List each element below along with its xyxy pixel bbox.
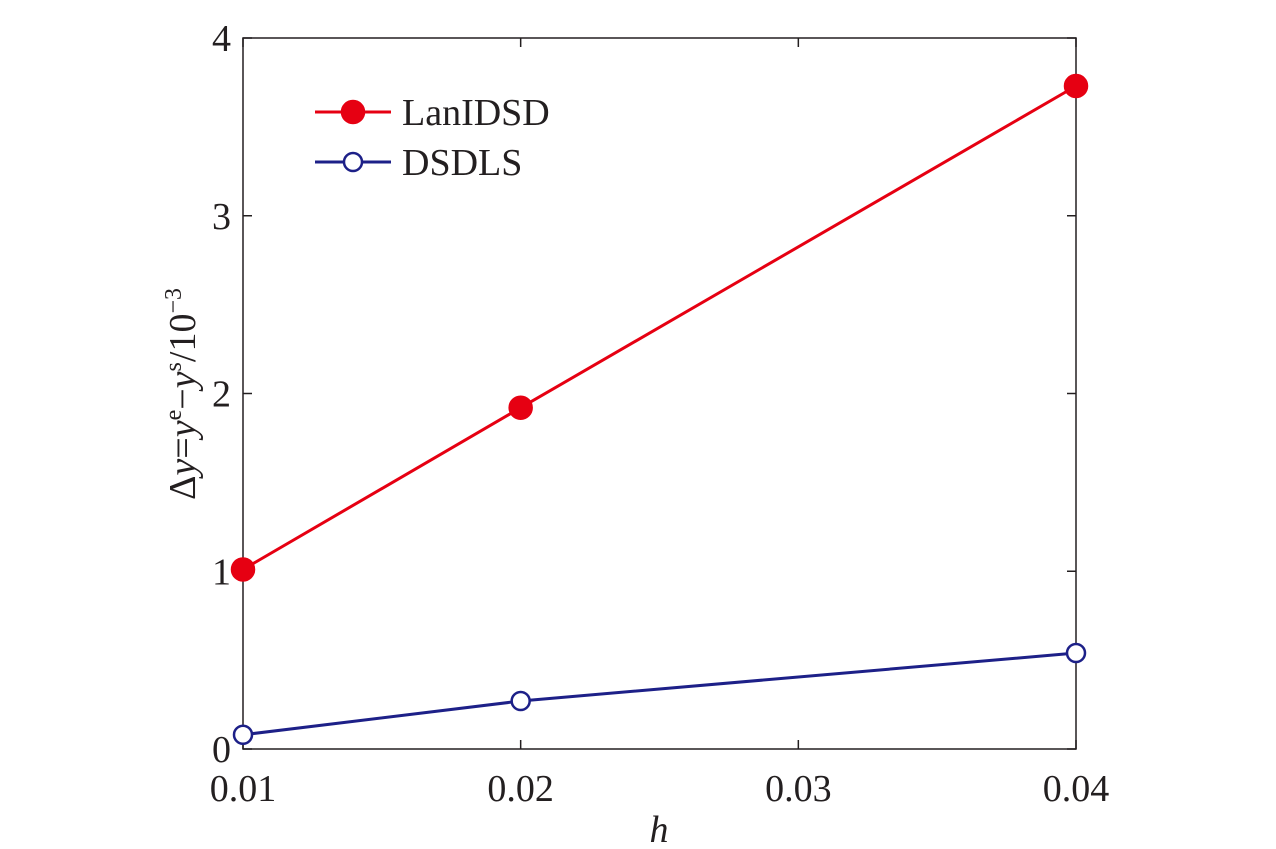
y-tick-label: 0: [212, 729, 231, 771]
y-title-eq: =: [162, 437, 204, 458]
x-tick-labels: 0.01 0.02 0.03 0.04: [210, 768, 1110, 810]
x-tick-label: 0.02: [487, 768, 554, 810]
svg-text:Δy=ye−ys/10−3: Δy=ye−ys/10−3: [161, 288, 204, 500]
legend-swatch-marker-dsdls: [342, 151, 364, 173]
data-point-lanidsd: [230, 557, 256, 582]
legend-item-dsdls: DSDLS: [315, 142, 522, 184]
plot-frame: [242, 37, 1077, 750]
data-point-dsdls: [1065, 642, 1087, 664]
y-title-unit-exp: −3: [161, 288, 187, 314]
series-dsdls: [232, 642, 1087, 746]
x-axis-title: h: [650, 809, 669, 849]
y-title-sup-s: s: [161, 362, 187, 371]
x-tick-label: 0.01: [210, 768, 277, 810]
legend: LanIDSD DSDLS: [315, 92, 550, 184]
y-tick-label: 3: [212, 196, 231, 238]
series-layer: [230, 73, 1089, 746]
x-tick-label: 0.04: [1043, 768, 1110, 810]
y-title-minus: −: [162, 388, 204, 409]
data-point-dsdls: [510, 690, 531, 712]
y-axis-title: Δy=ye−ys/10−3: [161, 288, 204, 500]
series-line-lanidsd: [242, 84, 1077, 571]
legend-item-lanidsd: LanIDSD: [315, 92, 550, 134]
legend-swatch-marker-lanidsd: [340, 99, 366, 125]
y-title-sup-e: e: [161, 410, 187, 421]
x-tick-label: 0.03: [765, 768, 832, 810]
legend-label-dsdls: DSDLS: [402, 142, 522, 184]
y-tick-labels: 0 1 2 3 4: [212, 18, 231, 771]
series-line-dsdls: [242, 651, 1077, 737]
y-title-y3: y: [162, 371, 204, 392]
y-title-unit: /10: [162, 314, 204, 363]
y-ticks: [243, 37, 1076, 750]
y-tick-label: 2: [212, 374, 231, 416]
y-tick-label: 4: [212, 18, 231, 60]
y-tick-label: 1: [212, 551, 231, 593]
y-title-delta: Δ: [162, 476, 204, 500]
y-title-y1: y: [162, 459, 204, 480]
x-ticks: [242, 38, 1077, 749]
data-point-dsdls: [232, 724, 254, 746]
y-title-y2: y: [162, 420, 204, 441]
data-point-lanidsd: [1063, 73, 1089, 99]
data-point-lanidsd: [508, 395, 533, 420]
legend-label-lanidsd: LanIDSD: [402, 92, 550, 134]
series-lanidsd: [230, 73, 1089, 582]
